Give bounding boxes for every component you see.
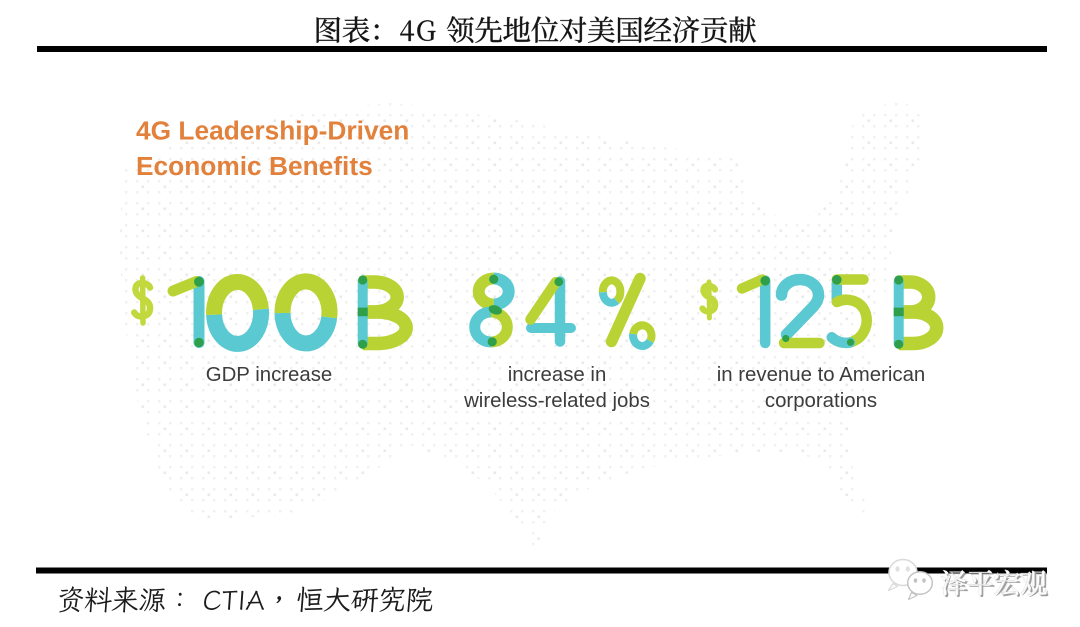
svg-text:GDP increase: GDP increase <box>206 364 333 386</box>
svg-text:4G Leadership-Driven: 4G Leadership-Driven <box>136 116 409 146</box>
svg-text:in revenue to American: in revenue to American <box>717 364 926 386</box>
svg-text:increase in: increase in <box>508 364 607 386</box>
svg-text:wireless-related jobs: wireless-related jobs <box>463 390 650 412</box>
svg-text:corporations: corporations <box>765 390 877 412</box>
svg-text:Economic Benefits: Economic Benefits <box>136 151 373 181</box>
